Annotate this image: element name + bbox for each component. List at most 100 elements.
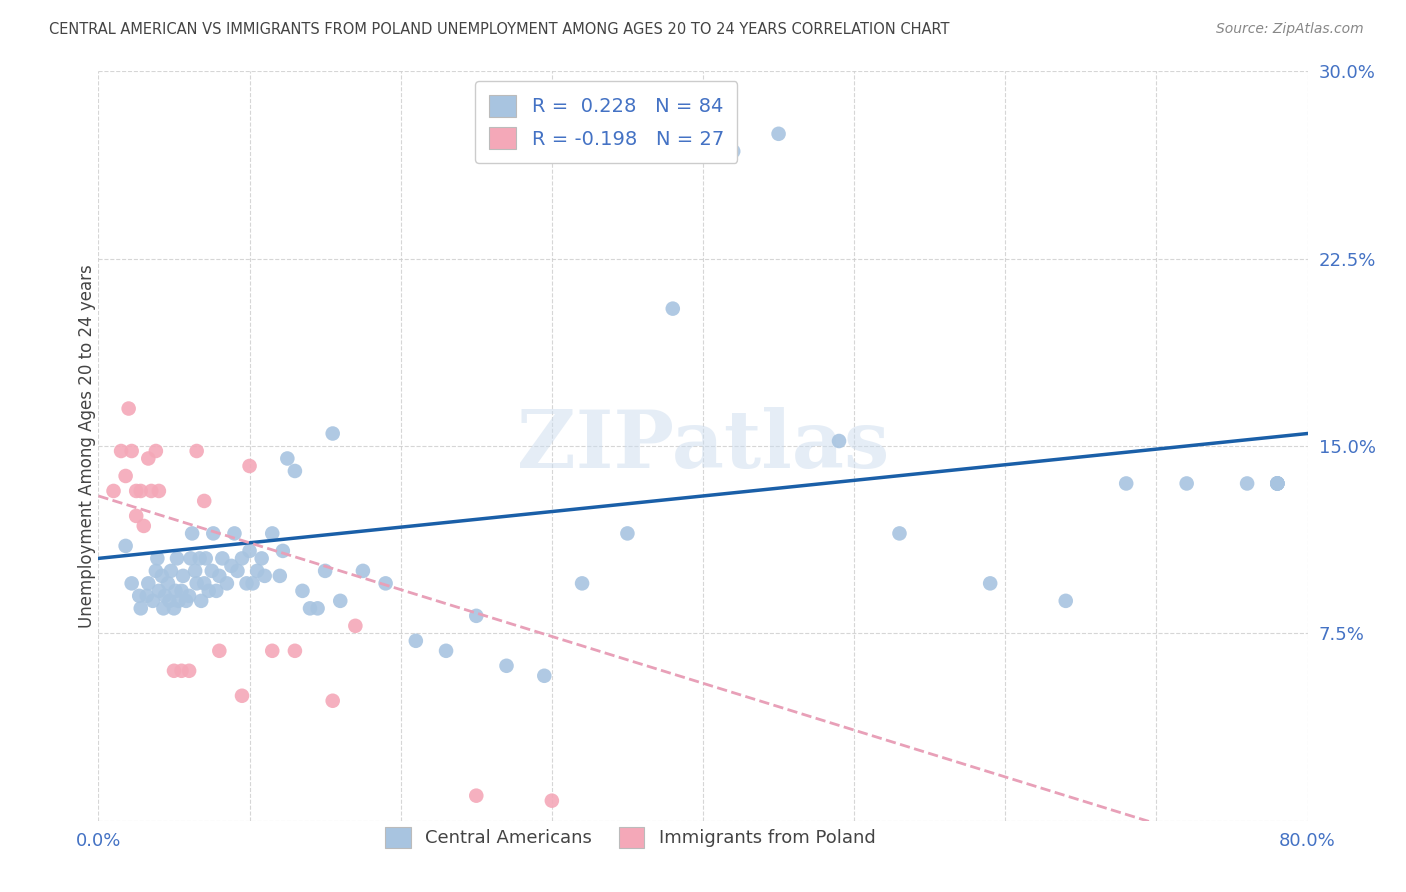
Point: [180, 551, 202, 566]
Point: [167, 594, 190, 608]
Point: [135, 589, 157, 603]
Point: [201, 564, 224, 578]
Point: [242, 576, 264, 591]
Point: [110, 444, 132, 458]
Point: [166, 551, 188, 566]
Point: [284, 464, 307, 478]
Point: [314, 564, 336, 578]
Point: [1267, 476, 1289, 491]
Point: [329, 594, 352, 608]
Point: [299, 601, 322, 615]
Point: [118, 401, 141, 416]
Point: [889, 526, 911, 541]
Point: [1236, 476, 1258, 491]
Point: [181, 526, 204, 541]
Point: [114, 539, 136, 553]
Point: [197, 583, 219, 598]
Point: [145, 444, 167, 458]
Point: [152, 601, 174, 615]
Point: [231, 689, 253, 703]
Point: [193, 576, 215, 591]
Point: [132, 519, 155, 533]
Point: [405, 633, 427, 648]
Point: [231, 551, 253, 566]
Point: [208, 569, 231, 583]
Point: [121, 444, 143, 458]
Point: [322, 426, 344, 441]
Point: [1267, 476, 1289, 491]
Point: [208, 644, 231, 658]
Point: [1267, 476, 1289, 491]
Point: [215, 576, 238, 591]
Point: [146, 551, 169, 566]
Point: [239, 458, 262, 473]
Point: [374, 576, 396, 591]
Text: Source: ZipAtlas.com: Source: ZipAtlas.com: [1216, 22, 1364, 37]
Point: [125, 508, 148, 523]
Point: [253, 569, 276, 583]
Point: [465, 608, 488, 623]
Point: [194, 551, 217, 566]
Point: [307, 601, 329, 615]
Y-axis label: Unemployment Among Ages 20 to 24 years: Unemployment Among Ages 20 to 24 years: [79, 264, 96, 628]
Point: [276, 451, 298, 466]
Point: [163, 664, 186, 678]
Point: [246, 564, 269, 578]
Point: [211, 551, 233, 566]
Point: [170, 664, 193, 678]
Point: [1267, 476, 1289, 491]
Point: [179, 664, 201, 678]
Point: [103, 483, 125, 498]
Point: [156, 576, 179, 591]
Point: [159, 594, 181, 608]
Point: [434, 644, 457, 658]
Point: [150, 569, 173, 583]
Point: [661, 301, 683, 316]
Point: [153, 589, 176, 603]
Point: [160, 564, 183, 578]
Point: [128, 589, 150, 603]
Point: [188, 551, 211, 566]
Point: [145, 564, 167, 578]
Point: [165, 583, 187, 598]
Point: [129, 483, 152, 498]
Point: [262, 526, 284, 541]
Point: [121, 576, 143, 591]
Point: [221, 558, 243, 573]
Point: [179, 589, 201, 603]
Point: [979, 576, 1001, 591]
Point: [136, 576, 159, 591]
Legend: Central Americans, Immigrants from Poland: Central Americans, Immigrants from Polan…: [377, 818, 884, 856]
Point: [174, 594, 197, 608]
Point: [533, 669, 555, 683]
Point: [828, 434, 851, 448]
Point: [239, 544, 262, 558]
Point: [291, 583, 314, 598]
Point: [125, 483, 148, 498]
Point: [205, 583, 228, 598]
Point: [262, 644, 284, 658]
Point: [148, 583, 170, 598]
Point: [284, 644, 307, 658]
Point: [235, 576, 257, 591]
Point: [190, 594, 212, 608]
Point: [148, 483, 170, 498]
Point: [352, 564, 374, 578]
Point: [571, 576, 593, 591]
Text: CENTRAL AMERICAN VS IMMIGRANTS FROM POLAND UNEMPLOYMENT AMONG AGES 20 TO 24 YEAR: CENTRAL AMERICAN VS IMMIGRANTS FROM POLA…: [49, 22, 949, 37]
Point: [170, 583, 193, 598]
Point: [184, 564, 207, 578]
Point: [136, 451, 159, 466]
Point: [768, 127, 790, 141]
Point: [344, 619, 367, 633]
Point: [540, 794, 562, 808]
Point: [202, 526, 225, 541]
Point: [114, 469, 136, 483]
Point: [495, 658, 517, 673]
Point: [1175, 476, 1198, 491]
Point: [163, 601, 186, 615]
Point: [186, 576, 208, 591]
Point: [465, 789, 488, 803]
Point: [269, 569, 291, 583]
Point: [1115, 476, 1137, 491]
